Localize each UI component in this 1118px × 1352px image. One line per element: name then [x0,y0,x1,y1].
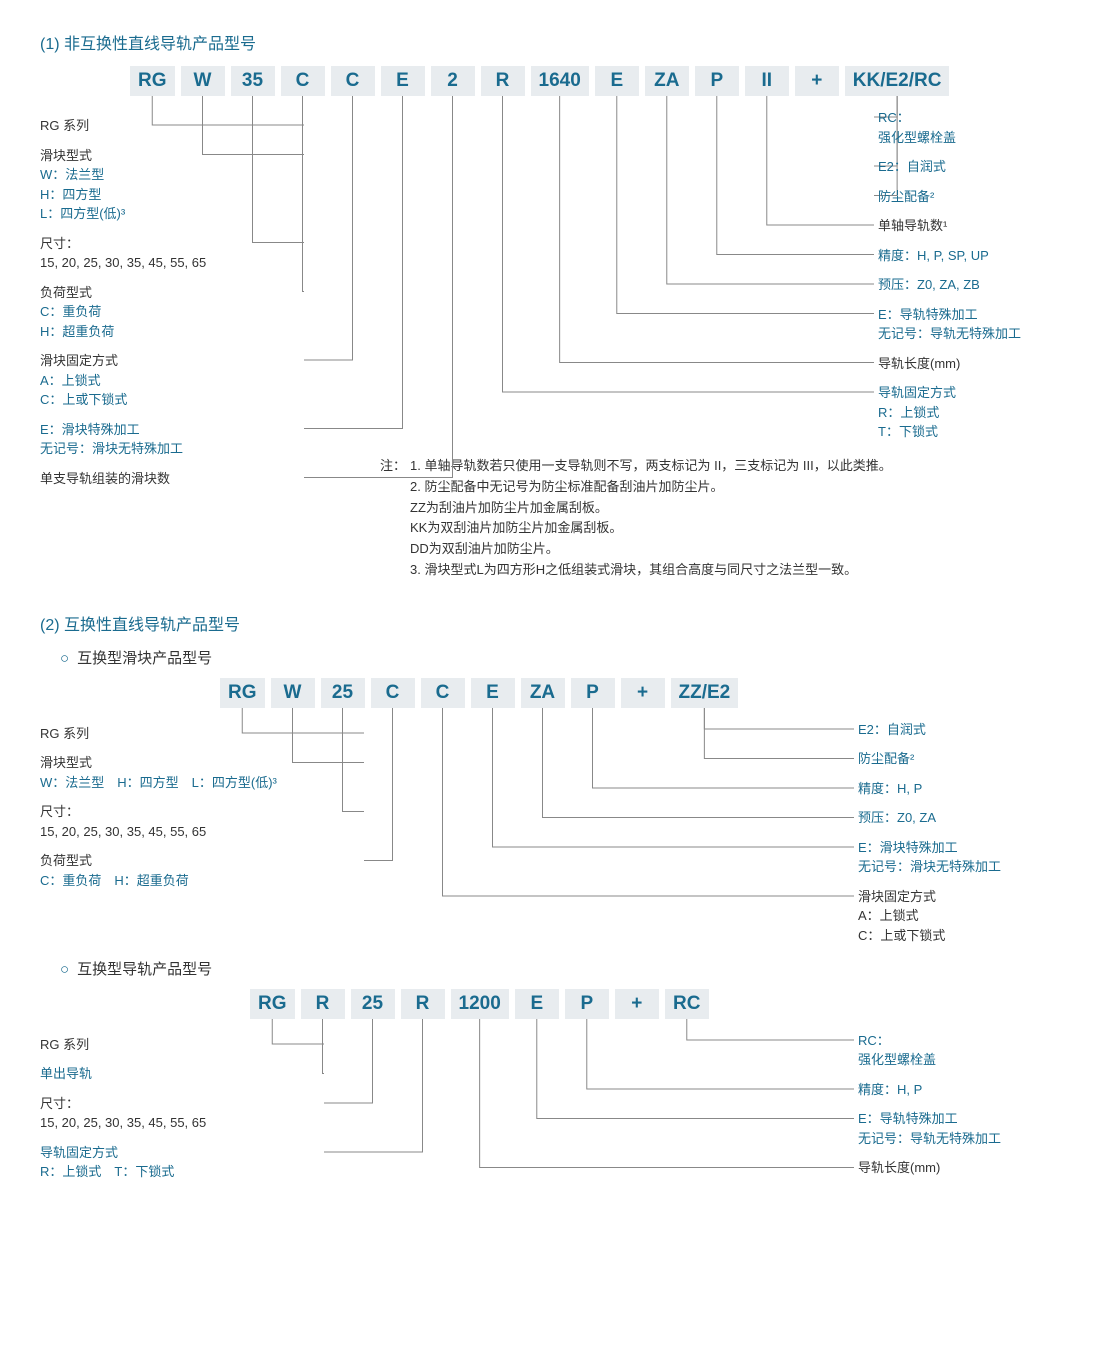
label-block: E：滑块特殊加工无记号：滑块无特殊加工 [858,838,1078,877]
label-block: 单轴导轨数¹ [878,216,1078,236]
label-block: 滑块型式W：法兰型 H：四方型 L：四方型(低)³ [40,753,360,792]
label-block: RG 系列 [40,724,360,744]
label-block: 滑块型式W：法兰型H：四方型L：四方型(低)³ [40,146,300,224]
code-cell: ZA [521,678,565,708]
code-cell: W [271,678,315,708]
code-cell: RG [130,66,175,96]
code-cell: II [745,66,789,96]
label-block: 导轨长度(mm) [858,1158,1078,1178]
label-block: 负荷型式C：重负荷H：超重负荷 [40,283,300,342]
code-cell: RG [250,989,295,1019]
code-cell: C [421,678,465,708]
label-block: E：导轨特殊加工无记号：导轨无特殊加工 [878,305,1078,344]
section1-title: (1) 非互换性直线导轨产品型号 [40,30,1078,54]
diagram-2: RGW25CCEZAP+ZZ/E2 RG 系列滑块型式W：法兰型 H：四方型 L… [40,678,1078,938]
code-cell: ZA [645,66,689,96]
diagram-1: RGW35CCE2R1640EZAPII+KK/E2/RC RG 系列滑块型式W… [40,66,1078,556]
label-block: 导轨固定方式R：上锁式 T：下锁式 [40,1143,320,1182]
label-block: 尺寸：15, 20, 25, 30, 35, 45, 55, 65 [40,802,360,841]
code-cell: C [331,66,375,96]
label-block: 精度：H, P [858,779,1078,799]
label-block: 负荷型式C：重负荷 H：超重负荷 [40,851,360,890]
label-block: E2：自润式 [878,157,1078,177]
code-cell: + [615,989,659,1019]
label-block: E：导轨特殊加工无记号：导轨无特殊加工 [858,1109,1078,1148]
code-cell: E [515,989,559,1019]
label-block: 精度：H, P, SP, UP [878,246,1078,266]
code-cell: P [565,989,609,1019]
code-cell: KK/E2/RC [845,66,950,96]
code-cell: R [301,989,345,1019]
code-cell: E [381,66,425,96]
code-row-3: RGR25R1200EP+RC [250,989,709,1019]
label-block: E：滑块特殊加工无记号：滑块无特殊加工 [40,420,300,459]
code-cell: 25 [321,678,365,708]
code-cell: P [571,678,615,708]
code-cell: 2 [431,66,475,96]
code-cell: 1640 [531,66,589,96]
label-block: RG 系列 [40,1035,320,1055]
label-block: 滑块固定方式A：上锁式C：上或下锁式 [40,351,300,410]
code-cell: + [795,66,839,96]
section2-title: (2) 互换性直线导轨产品型号 [40,611,1078,635]
label-block: 防尘配备² [858,749,1078,769]
label-block: 预压：Z0, ZA [858,808,1078,828]
code-cell: RC [665,989,709,1019]
code-cell: 1200 [451,989,509,1019]
label-block: 防尘配备² [878,187,1078,207]
code-cell: W [181,66,225,96]
code-cell: 35 [231,66,275,96]
label-block: 单支导轨组装的滑块数 [40,469,300,489]
code-cell: E [471,678,515,708]
code-cell: C [371,678,415,708]
label-block: 导轨长度(mm) [878,354,1078,374]
label-block: 尺寸：15, 20, 25, 30, 35, 45, 55, 65 [40,1094,320,1133]
code-row-2: RGW25CCEZAP+ZZ/E2 [220,678,738,708]
diagram-3: RGR25R1200EP+RC RG 系列单出导轨尺寸：15, 20, 25, … [40,989,1078,1189]
code-cell: + [621,678,665,708]
label-block: 精度：H, P [858,1080,1078,1100]
code-cell: 25 [351,989,395,1019]
label-block: RC：强化型螺栓盖 [858,1031,1078,1070]
code-cell: RG [220,678,265,708]
code-cell: ZZ/E2 [671,678,739,708]
code-cell: R [481,66,525,96]
label-block: RG 系列 [40,116,300,136]
label-block: 导轨固定方式R：上锁式T：下锁式 [878,383,1078,442]
label-block: 滑块固定方式A：上锁式C：上或下锁式 [858,887,1078,946]
code-cell: R [401,989,445,1019]
label-block: 单出导轨 [40,1064,320,1084]
section2-sub1: 互换型滑块产品型号 [60,647,1078,668]
label-block: RC：强化型螺栓盖 [878,108,1078,147]
label-block: E2：自润式 [858,720,1078,740]
code-cell: E [595,66,639,96]
code-cell: C [281,66,325,96]
code-row-1: RGW35CCE2R1640EZAPII+KK/E2/RC [130,66,949,96]
label-block: 尺寸：15, 20, 25, 30, 35, 45, 55, 65 [40,234,300,273]
label-block: 预压：Z0, ZA, ZB [878,275,1078,295]
section2-sub2: 互换型导轨产品型号 [60,958,1078,979]
code-cell: P [695,66,739,96]
